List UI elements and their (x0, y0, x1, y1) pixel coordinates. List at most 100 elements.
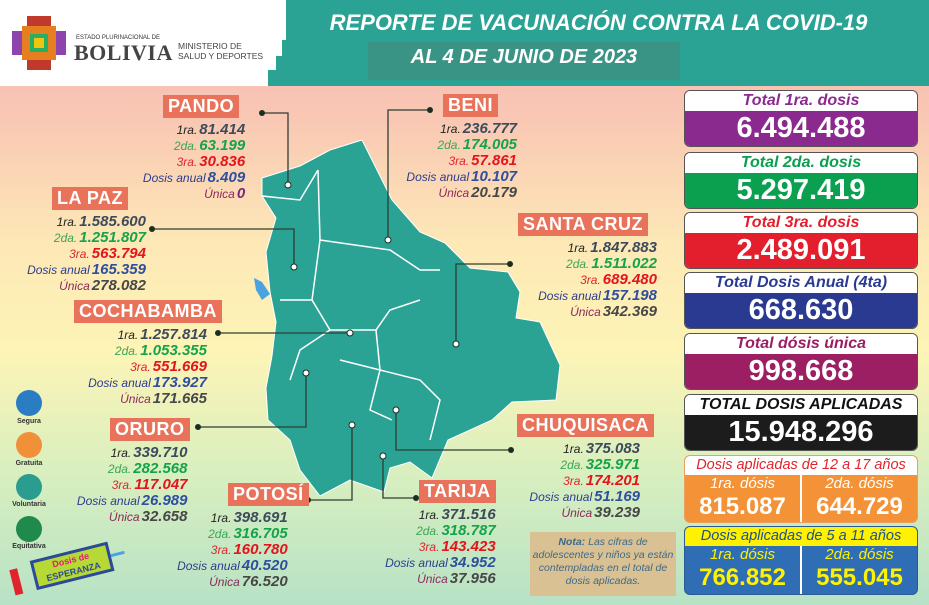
dose-row-d1: 1ra. 339.710 (111, 445, 188, 461)
department-name: ORURO (110, 418, 190, 441)
department-2: COCHABAMBA 1ra. 1.257.814 2da. 1.053.355 3ra.… (74, 300, 222, 407)
dose-value: 26.989 (141, 492, 188, 509)
dose-label: 1ra. (117, 328, 139, 342)
lake-titicaca (254, 278, 270, 300)
dose-value: 157.198 (602, 287, 657, 304)
dose-row-d2: 2da. 174.005 (437, 137, 517, 153)
dose-value: 32.658 (141, 508, 188, 525)
dose-row-d1: 1ra. 1.257.814 (118, 327, 207, 343)
dose-label: Única (209, 575, 240, 589)
dose-row-unica: Única 32.658 (109, 509, 188, 525)
total-card-5: TOTAL DOSIS APLICADAS 15.948.296 (684, 394, 918, 451)
dose-label: 2da. (437, 138, 461, 152)
dose-row-anual: Dosis anual 34.952 (385, 555, 496, 571)
dose-label: 1ra. (110, 446, 132, 460)
dose-label: Única (561, 506, 593, 520)
dose-label: Única (570, 305, 601, 319)
dose-label: 2da. (53, 231, 78, 245)
total-label: Total 2da. dosis (685, 153, 917, 173)
department-name: TARIJA (419, 480, 496, 503)
dose-value: 40.520 (241, 557, 288, 574)
department-8: BENI 1ra. 236.777 2da. 174.005 3ra. 57.861 Dosi… (406, 94, 517, 201)
department-name: LA PAZ (52, 187, 128, 210)
dose-label: Dosis anual (529, 490, 593, 504)
dose-value: 766.852 (699, 564, 786, 591)
department-name: BENI (443, 94, 499, 117)
dose-row-d3: 3ra. 160.780 (211, 542, 288, 558)
dose-label: 3ra. (111, 478, 133, 492)
age-12-17-first-dose: 1ra. dósis 815.087 (685, 475, 800, 522)
page-title: REPORTE DE VACUNACIÓN CONTRA LA COVID-19 (329, 10, 868, 35)
department-6: CHUQUISACA 1ra. 375.083 2da. 325.971 3ra. 174.… (517, 414, 655, 521)
dose-label: 3ra. (563, 474, 584, 488)
dose-value: 174.201 (585, 472, 641, 489)
dose-value: 371.516 (441, 506, 496, 523)
dose-value: 171.665 (152, 390, 207, 407)
age-12-17-panel: Dosis aplicadas de 12 a 17 años 1ra. dós… (684, 455, 918, 523)
dose-row-d1: 1ra. 371.516 (419, 507, 496, 523)
dose-row-unica: Única 37.956 (417, 571, 496, 587)
dose-label: Dosis anual (76, 494, 140, 508)
dose-row-anual: Dosis anual 40.520 (177, 558, 288, 574)
age-12-17-second-dose: 2da. dósis 644.729 (800, 475, 917, 522)
dose-row-d3: 3ra. 563.794 (69, 246, 146, 262)
department-5: TARIJA 1ra. 371.516 2da. 318.787 3ra. 143.423 D… (385, 480, 496, 587)
dose-row-anual: Dosis anual 51.169 (529, 489, 640, 505)
dose-row-d1: 1ra. 398.691 (211, 510, 288, 526)
dose-label: 1ra. (418, 508, 440, 522)
dose-value: 339.710 (133, 444, 188, 461)
dose-value: 63.199 (199, 137, 246, 154)
dose-label: 3ra. (130, 360, 151, 374)
dose-value: 57.861 (471, 152, 518, 169)
value-label-segura: Segura (17, 418, 41, 425)
dose-row-d2: 2da. 1.511.022 (566, 256, 657, 272)
dose-row-d3: 3ra. 143.423 (419, 539, 496, 555)
note-label: Nota: (558, 536, 586, 548)
dose-row-d2: 2da. 63.199 (174, 138, 245, 154)
dose-row-anual: Dosis anual 8.409 (143, 170, 245, 186)
total-label: Total 3ra. dosis (685, 213, 917, 233)
dose-row-anual: Dosis anual 173.927 (88, 375, 207, 391)
dose-value: 173.927 (152, 374, 207, 391)
total-card-0: Total 1ra. dosis 6.494.488 (684, 90, 918, 147)
department-name: PANDO (163, 95, 240, 118)
dose-value: 10.107 (471, 168, 518, 185)
dose-row-d1: 1ra. 1.847.883 (568, 240, 657, 256)
dose-label: 2da. (560, 458, 584, 472)
dose-label: 1ra. (440, 122, 461, 136)
total-label: Total dósis única (685, 334, 917, 354)
total-value: 15.948.296 (685, 415, 917, 450)
dose-row-d1: 1ra. 1.585.600 (57, 214, 146, 230)
dose-value: 278.082 (91, 277, 146, 294)
dose-row-d3: 3ra. 30.836 (177, 154, 246, 170)
dose-value: 325.971 (585, 456, 641, 473)
dose-label: 3ra. (448, 154, 470, 168)
dose-value: 174.005 (462, 136, 518, 153)
dose-label: 2da. (114, 344, 139, 358)
dose-row-anual: Dosis anual 10.107 (406, 169, 517, 185)
dose-value: 0 (236, 185, 246, 202)
connector-lines (152, 109, 511, 501)
dose-value: 318.787 (441, 522, 496, 539)
dose-value: 316.705 (233, 525, 288, 542)
shield-check-icon (16, 390, 42, 416)
dose-value: 117.047 (134, 476, 188, 493)
dose-row-d2: 2da. 282.568 (108, 461, 188, 477)
dose-label: 2da. (416, 524, 440, 538)
dose-value: 1.251.807 (79, 229, 146, 246)
dose-value: 689.480 (602, 271, 657, 288)
note-text: Las cifras de adolescentes y niños ya es… (532, 536, 674, 587)
dose-value: 398.691 (233, 509, 288, 526)
total-value: 668.630 (685, 293, 917, 328)
dose-label: 1ra. (56, 215, 78, 229)
dose-value: 30.836 (199, 153, 246, 170)
department-4: POTOSÍ 1ra. 398.691 2da. 316.705 3ra. 160.780 D… (177, 483, 309, 590)
department-name: CHUQUISACA (517, 414, 655, 437)
total-card-3: Total Dosis Anual (4ta) 668.630 (684, 272, 918, 329)
dose-value: 37.956 (449, 570, 496, 587)
dose-label: 2da. (107, 462, 132, 476)
dose-value: 375.083 (585, 440, 641, 457)
age-12-17-title: Dosis aplicadas de 12 a 17 años (685, 456, 917, 475)
dose-value: 39.239 (594, 504, 641, 521)
